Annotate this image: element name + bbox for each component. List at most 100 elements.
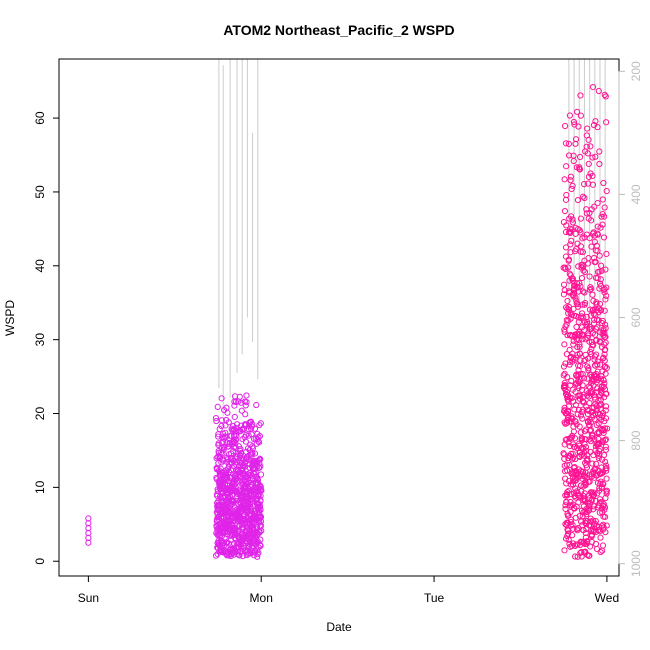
data-point [601,91,608,98]
data-point [595,454,602,462]
data-point [251,450,259,457]
data-point [227,536,235,543]
data-point [231,402,238,409]
data-point [579,408,586,416]
data-point [233,432,240,440]
data-point [598,267,605,274]
data-point [242,411,249,418]
data-point [247,501,254,508]
wspd-points [85,84,611,560]
data-point [584,455,591,463]
x-tick-label: Sun [78,591,99,605]
data-point [585,136,592,143]
data-point [602,407,609,414]
data-point [257,522,265,529]
data-point [572,477,579,485]
data-point [562,502,569,509]
data-point [249,449,256,456]
data-point [602,494,609,502]
data-point [603,464,610,472]
data-point [578,553,585,560]
data-point [572,140,579,147]
data-point [583,143,590,150]
y-axis-label: WSPD [3,300,17,336]
data-point [603,390,610,397]
data-point [577,92,584,99]
data-point [601,504,609,511]
data-point [572,136,580,143]
data-point [575,371,582,378]
data-point [257,463,264,470]
y-right-tick-label: 800 [629,430,643,450]
data-point [588,217,595,224]
data-point [600,451,608,459]
data-point [575,332,582,339]
data-point [602,333,609,340]
data-point [602,370,609,377]
data-point [230,497,237,505]
data-point [249,445,257,452]
x-axis: Sun Mon Tue Wed [78,575,619,605]
data-point [576,280,583,287]
data-point [596,148,603,155]
data-point [212,414,220,422]
data-point [247,504,254,511]
data-point [589,527,596,534]
data-point [256,464,263,471]
data-point [579,370,586,378]
data-point [593,460,600,467]
data-point [570,285,577,292]
data-point [590,254,598,262]
data-point [243,398,250,406]
data-point [561,455,568,462]
data-point [589,84,597,91]
data-point [578,310,586,317]
data-point [591,331,599,338]
data-point [591,353,598,360]
data-point [578,274,586,282]
data-point [603,284,610,291]
data-point [603,292,610,299]
data-point [593,299,600,306]
data-point [568,394,575,402]
data-point [220,457,227,464]
data-point [563,163,570,170]
data-point [591,203,598,210]
data-point [602,446,610,453]
data-point [564,374,571,381]
data-point [584,150,591,157]
data-point [568,456,576,463]
data-point [573,474,580,481]
data-point [602,458,609,465]
data-point [580,539,588,547]
data-point [602,339,609,346]
data-point [574,196,582,204]
data-point [589,181,597,188]
data-point [584,260,592,267]
data-point [572,294,579,301]
data-point [580,263,587,270]
data-point [585,332,592,339]
data-point [567,481,575,488]
data-point [593,351,600,358]
data-point [232,424,240,431]
data-point [223,473,230,480]
data-point [576,343,583,350]
data-point [602,266,609,273]
data-point [577,229,584,236]
data-point [586,478,593,485]
data-point [592,118,599,125]
data-point [563,222,570,229]
data-point [217,465,224,472]
data-point [215,433,222,440]
data-point [603,462,610,469]
data-point [594,361,601,368]
data-point [257,456,264,463]
data-point [565,256,573,263]
data-point [569,216,576,223]
data-point [602,437,609,444]
y-axis: 0 10 20 30 40 50 60 [33,111,60,565]
data-point [596,300,604,308]
data-point [602,415,610,422]
